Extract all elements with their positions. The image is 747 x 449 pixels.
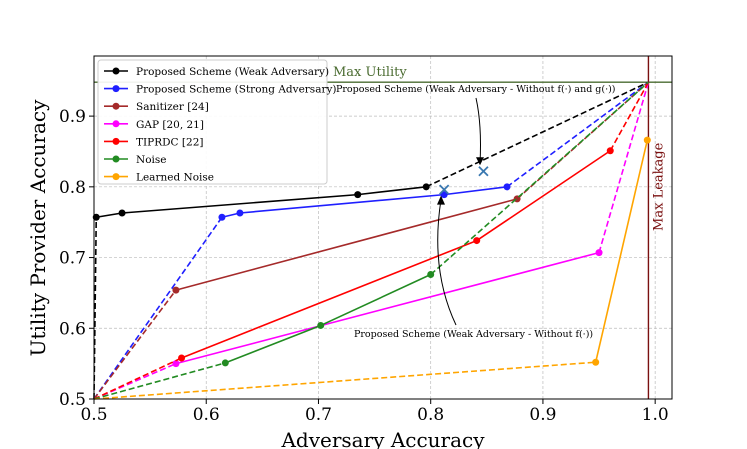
series-point-proposed-scheme-strong-adversary xyxy=(503,183,511,191)
series-segment-noise xyxy=(320,273,432,327)
ablation-annotation-text: Proposed Scheme (Weak Adversary - Withou… xyxy=(336,84,616,95)
series-segment-learned-noise xyxy=(594,139,649,363)
legend-entry: GAP [20, 21] xyxy=(136,119,204,131)
series-point-proposed-scheme-weak-adversary xyxy=(354,191,362,199)
legend-entry: Learned Noise xyxy=(136,172,214,184)
series-point-sanitizer-24 xyxy=(172,286,180,294)
x-tick-label: 1.0 xyxy=(642,405,669,425)
series-segment-proposed-scheme-strong-adversary xyxy=(444,186,508,196)
series-segment-noise xyxy=(93,362,226,400)
series-segment-proposed-scheme-strong-adversary xyxy=(506,81,649,188)
legend-entry: TIPRDC [22] xyxy=(136,136,203,148)
series-segment-proposed-scheme-weak-adversary xyxy=(357,186,427,196)
y-tick-label: 0.8 xyxy=(59,178,86,198)
reference-lines: Max Utility Max Leakage xyxy=(94,56,672,399)
series-point-proposed-scheme-strong-adversary xyxy=(218,213,226,221)
series-point-learned-noise xyxy=(592,358,600,366)
series-point-tiprdc-22 xyxy=(473,237,481,245)
series-segment-proposed-scheme-weak-adversary xyxy=(121,193,358,214)
y-tick-label: 0.6 xyxy=(59,319,86,339)
x-tick-label: 0.5 xyxy=(80,405,107,425)
x-tick-label: 0.7 xyxy=(305,405,332,425)
legend-entry: Proposed Scheme (Strong Adversary) xyxy=(136,84,337,96)
y-axis-label: Utility Provider Accuracy xyxy=(26,99,50,356)
legend-marker xyxy=(112,120,120,128)
legend-entry: Noise xyxy=(136,154,166,166)
legend-marker xyxy=(112,85,120,93)
max-leakage-label: Max Leakage xyxy=(651,142,666,231)
x-tick-label: 0.8 xyxy=(417,405,444,425)
series-segment-gap-20-21 xyxy=(175,251,600,365)
ablation-x-marker xyxy=(439,184,450,195)
plot-area xyxy=(92,81,651,400)
series-point-gap-20-21 xyxy=(172,360,180,368)
y-tick-label: 0.7 xyxy=(59,249,86,269)
annotation-arrow xyxy=(475,97,481,164)
series-point-noise xyxy=(221,359,229,367)
series-segment-gap-20-21 xyxy=(598,81,650,253)
legend-marker xyxy=(112,155,120,163)
series-point-noise xyxy=(317,321,325,329)
annotation-arrowhead xyxy=(437,195,445,205)
series-point-proposed-scheme-weak-adversary xyxy=(422,183,430,191)
series-segment-sanitizer-24 xyxy=(93,289,177,400)
axis-ticks: 0.5 0.6 0.7 0.8 0.9 1.0 0.5 0.6 0.7 0.8 0.9 xyxy=(59,107,669,425)
series-point-learned-noise xyxy=(643,136,651,144)
plot-frame xyxy=(93,55,673,400)
series-point-noise xyxy=(427,271,435,279)
x-tick-label: 0.6 xyxy=(193,405,220,425)
legend-marker xyxy=(112,102,120,110)
annotation-arrow xyxy=(437,199,457,326)
series-segment-tiprdc-22 xyxy=(181,239,478,359)
series-segment-proposed-scheme-strong-adversary xyxy=(239,193,445,214)
annotation-arrowhead xyxy=(476,157,484,166)
series-segment-tiprdc-22 xyxy=(609,81,650,152)
series-point-gap-20-21 xyxy=(595,249,603,257)
series-segment-tiprdc-22 xyxy=(476,150,611,242)
annotations: Proposed Scheme (Weak Adversary - Withou… xyxy=(336,84,616,340)
series-point-proposed-scheme-strong-adversary xyxy=(440,191,448,199)
ablation-annotation-text: Proposed Scheme (Weak Adversary - Withou… xyxy=(354,329,593,340)
ablation-x-marker xyxy=(478,166,489,177)
legend-marker xyxy=(112,173,120,181)
series-segment-learned-noise xyxy=(93,361,596,400)
series-segment-noise xyxy=(225,324,322,364)
series-segment-tiprdc-22 xyxy=(93,357,182,400)
legend-marker xyxy=(112,67,120,75)
series-segment-noise xyxy=(430,81,649,276)
series-point-proposed-scheme-strong-adversary xyxy=(236,209,244,217)
legend-marker xyxy=(112,137,120,145)
legend-entry: Sanitizer [24] xyxy=(136,101,209,113)
x-tick-label: 0.9 xyxy=(529,405,556,425)
legend-box xyxy=(97,59,328,185)
series-segment-proposed-scheme-weak-adversary xyxy=(425,81,649,188)
y-tick-label: 0.9 xyxy=(59,107,86,127)
series-segment-proposed-scheme-strong-adversary xyxy=(93,216,223,400)
x-axis-label: Adversary Accuracy xyxy=(280,428,485,449)
series-segment-proposed-scheme-weak-adversary xyxy=(96,212,123,219)
y-tick-label: 0.5 xyxy=(59,390,86,410)
series-point-proposed-scheme-weak-adversary xyxy=(118,209,126,217)
series-point-tiprdc-22 xyxy=(606,147,614,155)
series-segment-sanitizer-24 xyxy=(175,198,518,291)
series-point-tiprdc-22 xyxy=(178,354,186,362)
legend-entry: Proposed Scheme (Weak Adversary) xyxy=(136,66,329,78)
legend: Proposed Scheme (Weak Adversary) Proposed… xyxy=(97,59,337,185)
max-utility-label: Max Utility xyxy=(333,65,407,80)
